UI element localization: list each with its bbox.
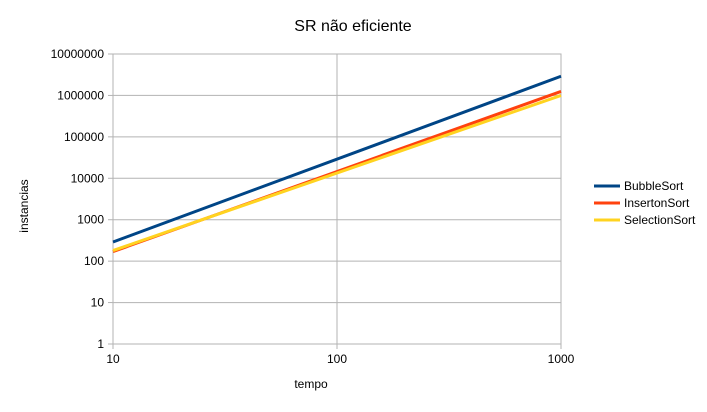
series-line-bubblesort bbox=[112, 74, 562, 244]
y-tick-label: 1000000 bbox=[57, 88, 104, 102]
y-tick-label: 1 bbox=[97, 337, 104, 351]
series-lines bbox=[112, 74, 562, 254]
x-tick-label: 100 bbox=[327, 352, 347, 366]
y-tick-label: 10000000 bbox=[51, 47, 105, 61]
y-tick-label: 10 bbox=[91, 296, 105, 310]
series-line-selectionsort bbox=[112, 94, 562, 252]
grid-lines bbox=[112, 53, 562, 345]
legend-label: InsertonSort bbox=[624, 196, 690, 210]
legend-label: BubbleSort bbox=[624, 179, 684, 193]
y-axis-title: instancias bbox=[17, 179, 31, 232]
y-tick-label: 100000 bbox=[64, 130, 104, 144]
x-tick-label: 10 bbox=[106, 352, 120, 366]
y-tick-label: 1000 bbox=[77, 213, 104, 227]
chart-title: SR não eficiente bbox=[294, 18, 412, 35]
x-axis-title: tempo bbox=[294, 377, 328, 391]
x-axis-ticks: 10 100 1000 bbox=[106, 344, 575, 366]
legend: BubbleSort InsertonSort SelectionSort bbox=[594, 179, 696, 227]
y-tick-label: 100 bbox=[84, 254, 104, 268]
y-axis-ticks: 1 10 100 1000 10000 100000 1000000 10000000 bbox=[51, 47, 113, 351]
y-tick-label: 10000 bbox=[71, 171, 105, 185]
legend-label: SelectionSort bbox=[624, 213, 696, 227]
x-tick-label: 1000 bbox=[548, 352, 575, 366]
